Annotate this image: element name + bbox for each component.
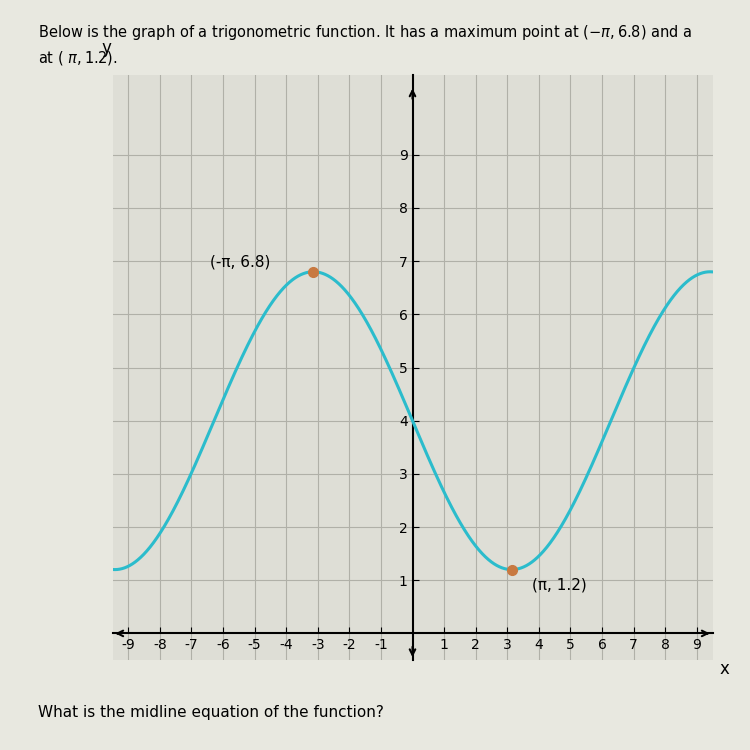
X-axis label: x: x: [719, 660, 730, 678]
Text: Below is the graph of a trigonometric function. It has a maximum point at $(-\pi: Below is the graph of a trigonometric fu…: [38, 22, 692, 41]
Text: (-π, 6.8): (-π, 6.8): [211, 254, 271, 269]
Text: at $(\ \pi, 1.2)$.: at $(\ \pi, 1.2)$.: [38, 49, 117, 67]
Y-axis label: y: y: [101, 40, 112, 58]
Text: What is the midline equation of the function?: What is the midline equation of the func…: [38, 705, 383, 720]
Text: (π, 1.2): (π, 1.2): [532, 578, 586, 592]
